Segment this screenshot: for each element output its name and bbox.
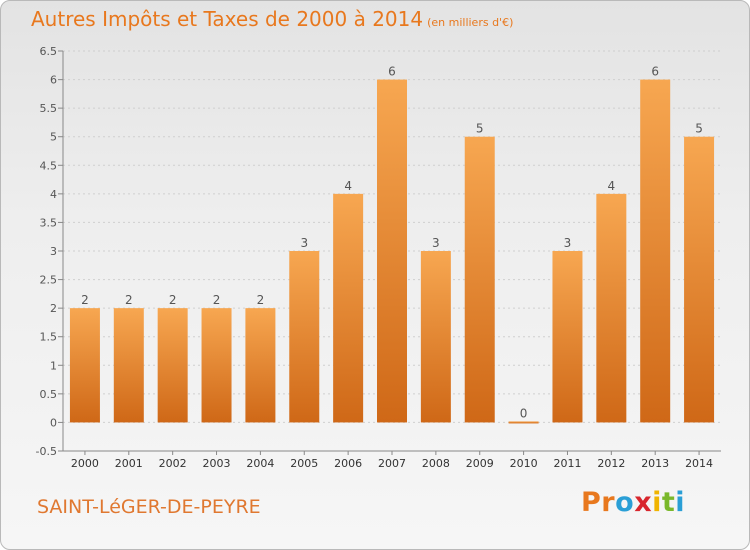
- bar: [420, 251, 451, 423]
- bar: [508, 421, 539, 424]
- y-tick-label: 2.5: [40, 274, 58, 287]
- data-label: 6: [651, 65, 659, 79]
- x-tick-label: 2007: [378, 457, 406, 470]
- unit-note: (en milliers d'€): [427, 16, 514, 29]
- bar: [552, 251, 583, 423]
- commune-name: SAINT-LéGER-DE-PEYRE: [37, 496, 261, 518]
- data-label: 4: [344, 179, 352, 193]
- logo-letter: i: [652, 487, 662, 518]
- grid-lines: [58, 50, 721, 452]
- logo-letter: o: [615, 487, 635, 518]
- x-tick-label: 2005: [290, 457, 318, 470]
- data-label: 2: [125, 293, 133, 307]
- bar: [377, 79, 407, 423]
- bar: [464, 136, 495, 423]
- x-tick-label: 2009: [466, 457, 494, 470]
- bars: [69, 79, 715, 424]
- data-label: 3: [432, 236, 440, 250]
- logo-letter: P: [581, 487, 602, 518]
- x-tick-label: 2006: [334, 457, 362, 470]
- y-tick-label: 2: [50, 302, 57, 315]
- y-tick-label: 1.5: [40, 331, 58, 344]
- x-tick-label: 2000: [71, 457, 99, 470]
- logo-letter: x: [634, 487, 653, 518]
- bar: [201, 308, 232, 423]
- y-tick-label: 0.5: [40, 388, 58, 401]
- data-label: 5: [695, 122, 703, 136]
- logo-letter: i: [675, 487, 686, 518]
- x-tick-label: 2003: [203, 457, 231, 470]
- data-label: 0: [520, 406, 528, 420]
- proxiti-logo[interactable]: Proxiti: [581, 487, 685, 518]
- data-label: 2: [257, 293, 265, 307]
- x-tick-label: 2013: [641, 457, 669, 470]
- y-tick-label: 1: [50, 359, 57, 372]
- data-label: 3: [300, 236, 308, 250]
- y-tick-label: 5.5: [40, 102, 58, 115]
- y-tick-label: 0: [50, 416, 57, 429]
- y-tick-label: 3: [50, 245, 57, 258]
- x-tick-label: 2014: [685, 457, 713, 470]
- data-label: 2: [81, 293, 89, 307]
- y-tick-labels: -0.5 0 0.5 1 1.5 2 2.5 3 3.5 4 4.5 5 5.5 6 6.5: [36, 45, 57, 458]
- y-tick-label: -0.5: [36, 445, 57, 458]
- bar: [684, 136, 715, 423]
- y-tick-label: 6.5: [40, 45, 58, 58]
- bar: [640, 79, 671, 423]
- data-label: 2: [213, 293, 221, 307]
- bar: [289, 251, 320, 423]
- bar: [113, 308, 144, 423]
- chart-title: Autres Impôts et Taxes de 2000 à 2014 (en…: [31, 7, 513, 31]
- y-tick-label: 4: [50, 188, 57, 201]
- x-tick-label: 2002: [159, 457, 187, 470]
- data-labels: 2 2 2 2 2 3 4 6 3 5 0 3 4 6 5: [81, 65, 703, 421]
- data-label: 2: [169, 293, 177, 307]
- x-tick-label: 2010: [510, 457, 538, 470]
- y-tick-label: 5: [50, 131, 57, 144]
- x-tick-label: 2001: [115, 457, 143, 470]
- bar: [157, 308, 188, 423]
- x-tick-label: 2011: [553, 457, 581, 470]
- data-label: 6: [388, 65, 396, 79]
- y-tick-label: 6: [50, 74, 57, 87]
- bar: [245, 308, 276, 423]
- bar: [596, 193, 627, 423]
- bar: [69, 308, 100, 423]
- x-tick-label: 2012: [597, 457, 625, 470]
- data-label: 5: [476, 122, 484, 136]
- logo-letter: r: [601, 487, 616, 518]
- x-tick-labels: 2000 2001 2002 2003 2004 2005 2006 2007 2008 2009…: [71, 451, 713, 470]
- bar: [333, 193, 364, 423]
- chart-title-text: Autres Impôts et Taxes de 2000 à 2014: [31, 7, 424, 31]
- data-label: 3: [564, 236, 572, 250]
- y-tick-label: 4.5: [40, 159, 58, 172]
- y-tick-label: 3.5: [40, 216, 58, 229]
- logo-letter: t: [661, 487, 676, 518]
- x-tick-label: 2004: [246, 457, 274, 470]
- data-label: 4: [608, 179, 616, 193]
- x-tick-label: 2008: [422, 457, 450, 470]
